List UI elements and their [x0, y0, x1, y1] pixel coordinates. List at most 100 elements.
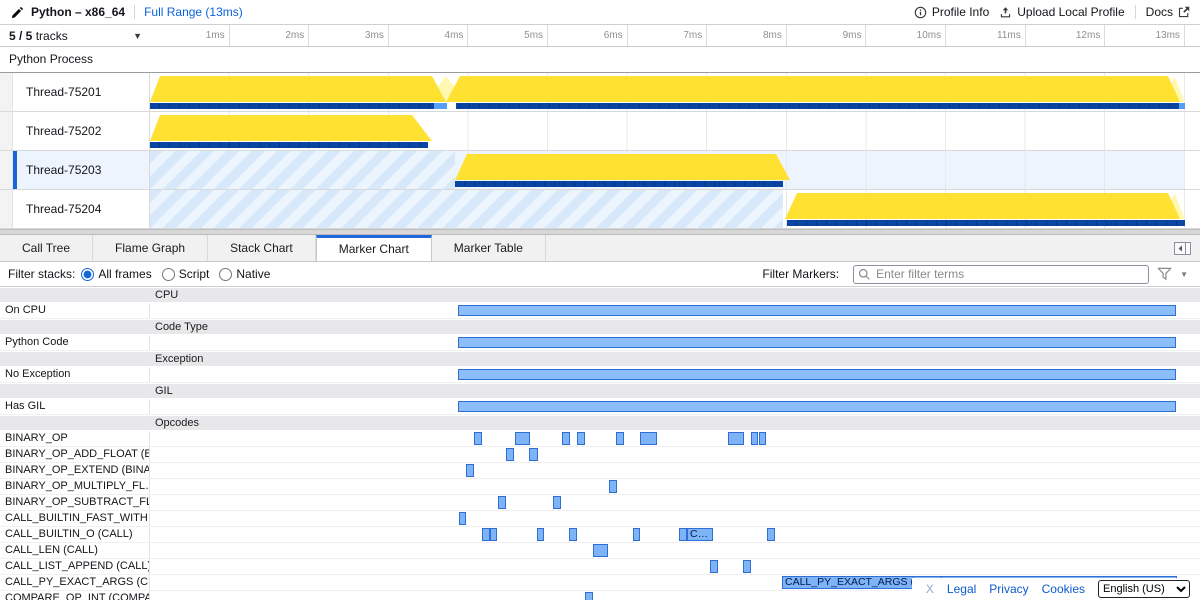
track-row-thread-75203[interactable]: Thread-75203: [0, 151, 1200, 190]
marker[interactable]: [593, 544, 608, 557]
track-chart[interactable]: [150, 151, 1185, 189]
radio-native[interactable]: Native: [219, 267, 270, 281]
upload-label: Upload Local Profile: [1017, 5, 1125, 19]
marker-row-data[interactable]: [150, 447, 1185, 462]
marker-row-data[interactable]: C…: [150, 527, 1185, 542]
radio-all-frames[interactable]: All frames: [81, 267, 152, 281]
radio-label-script: Script: [178, 267, 210, 281]
filter-caret-icon[interactable]: ▼: [1180, 269, 1188, 279]
panel-splitter[interactable]: [0, 229, 1200, 235]
marker[interactable]: [728, 432, 744, 445]
tracks-caret-icon[interactable]: ▼: [133, 30, 142, 41]
marker-row-data[interactable]: [150, 495, 1185, 510]
footer-close-button[interactable]: X: [925, 582, 934, 596]
radio-input-script[interactable]: [161, 267, 175, 281]
marker-bar[interactable]: [458, 337, 1176, 348]
marker[interactable]: [751, 432, 758, 445]
marker[interactable]: [767, 528, 775, 541]
marker-category-gil: GIL: [0, 383, 1200, 399]
marker-row-data[interactable]: [150, 399, 1185, 414]
cpu-activity-graph: [455, 154, 790, 180]
marker-bar[interactable]: [458, 401, 1176, 412]
marker[interactable]: [466, 464, 474, 477]
language-select[interactable]: English (US): [1098, 580, 1190, 598]
track-label: Thread-75201: [13, 73, 150, 111]
marker-bar[interactable]: [458, 369, 1176, 380]
ruler-tick-8ms: 8ms: [707, 25, 787, 46]
track-row-thread-75202[interactable]: Thread-75202: [0, 112, 1200, 151]
marker-row-data[interactable]: [150, 303, 1185, 318]
marker[interactable]: [498, 496, 506, 509]
funnel-filter-icon[interactable]: [1157, 267, 1173, 281]
track-row-thread-75201[interactable]: Thread-75201: [0, 73, 1200, 112]
edit-pencil-icon[interactable]: [11, 6, 24, 19]
marker[interactable]: [537, 528, 544, 541]
marker-row-filler: [1185, 495, 1200, 510]
marker[interactable]: [585, 592, 593, 600]
track-gutter: [0, 73, 13, 111]
marker-row-data[interactable]: [150, 591, 1185, 600]
marker[interactable]: [609, 480, 617, 493]
radio-script[interactable]: Script: [161, 267, 210, 281]
marker[interactable]: [577, 432, 585, 445]
radio-input-all-frames[interactable]: [81, 267, 95, 281]
marker-row-label: CALL_LIST_APPEND (CALL): [0, 559, 150, 574]
tracks-dropdown[interactable]: 5 / 5 tracks ▼: [0, 25, 150, 46]
marker[interactable]: [459, 512, 466, 525]
footer-link-privacy[interactable]: Privacy: [989, 582, 1029, 596]
full-range-button[interactable]: Full Range (13ms): [144, 5, 243, 19]
marker-chart: CPU On CPU Code Type Python Code Exception No…: [0, 287, 1200, 600]
footer-link-legal[interactable]: Legal: [946, 582, 977, 596]
marker-row-data[interactable]: [150, 431, 1185, 446]
tab-marker-table[interactable]: Marker Table: [432, 235, 546, 261]
profile-info-button[interactable]: Profile Info: [914, 5, 989, 19]
marker[interactable]: [474, 432, 482, 445]
sidebar-toggle-icon[interactable]: [1174, 241, 1191, 255]
marker[interactable]: [743, 560, 751, 573]
marker[interactable]: [616, 432, 624, 445]
footer-link-cookies[interactable]: Cookies: [1041, 582, 1085, 596]
marker-row-data[interactable]: [150, 511, 1185, 526]
track-row-thread-75204[interactable]: Thread-75204: [0, 190, 1200, 229]
consent-footer: X Legal Privacy Cookies English (US): [911, 578, 1200, 600]
filter-stacks-label: Filter stacks:: [8, 267, 76, 281]
marker[interactable]: [759, 432, 766, 445]
marker-row-data[interactable]: [150, 367, 1185, 382]
radio-input-native[interactable]: [219, 267, 233, 281]
marker[interactable]: [562, 432, 570, 445]
marker-row-label: CALL_BUILTIN_FAST_WITH…: [0, 511, 150, 526]
marker-row-filler: [1185, 447, 1200, 462]
marker[interactable]: [529, 448, 538, 461]
marker[interactable]: [679, 528, 687, 541]
tab-marker-chart[interactable]: Marker Chart: [315, 235, 432, 261]
process-row[interactable]: Python Process: [0, 47, 1200, 73]
marker-row-call-list-append-call: CALL_LIST_APPEND (CALL): [0, 559, 1200, 575]
marker-row-data[interactable]: [150, 463, 1185, 478]
track-chart[interactable]: [150, 73, 1185, 111]
docs-button[interactable]: Docs: [1146, 5, 1190, 19]
marker-row-data[interactable]: [150, 543, 1185, 558]
marker[interactable]: [506, 448, 514, 461]
track-chart[interactable]: [150, 190, 1185, 228]
marker[interactable]: [569, 528, 577, 541]
marker[interactable]: C…: [687, 528, 713, 541]
track-chart[interactable]: [150, 112, 1185, 150]
marker[interactable]: [640, 432, 657, 445]
tab-stack-chart[interactable]: Stack Chart: [208, 235, 316, 261]
upload-profile-button[interactable]: Upload Local Profile: [999, 5, 1125, 19]
marker-row-data[interactable]: [150, 479, 1185, 494]
tab-call-tree[interactable]: Call Tree: [0, 235, 94, 261]
marker-category-code-type: Code Type: [0, 319, 1200, 335]
marker-bar[interactable]: [458, 305, 1176, 316]
marker[interactable]: [710, 560, 718, 573]
marker[interactable]: [633, 528, 640, 541]
marker[interactable]: [515, 432, 530, 445]
marker-row-data[interactable]: [150, 335, 1185, 350]
filter-row: Filter stacks: All frames Script Native Fi…: [0, 262, 1200, 287]
marker-row-data[interactable]: [150, 559, 1185, 574]
marker[interactable]: [553, 496, 561, 509]
marker[interactable]: [482, 528, 490, 541]
marker[interactable]: [490, 528, 497, 541]
tab-flame-graph[interactable]: Flame Graph: [93, 235, 209, 261]
filter-markers-input[interactable]: [853, 264, 1150, 284]
